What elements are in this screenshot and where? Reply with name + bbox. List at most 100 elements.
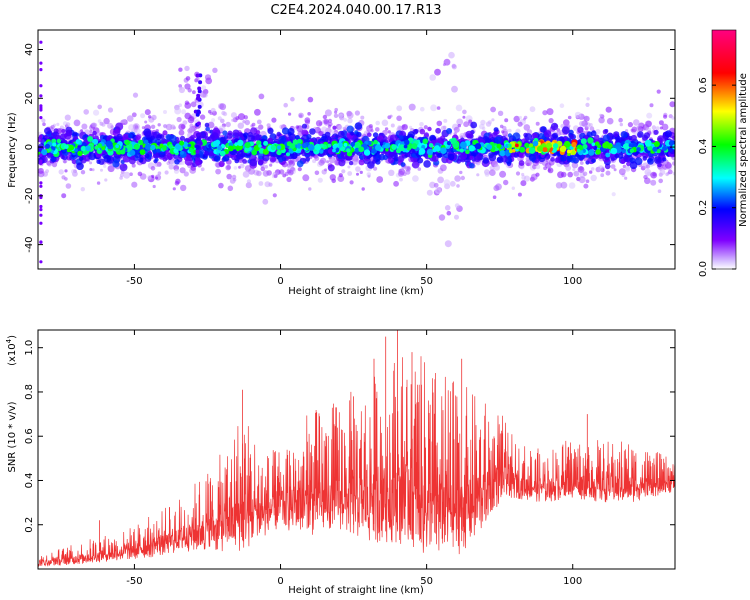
spectral-point xyxy=(457,124,461,128)
spectral-point xyxy=(204,74,212,81)
spectral-point xyxy=(279,124,284,129)
snr-ylabel: SNR (10 * v/v) xyxy=(7,401,18,472)
spectral-point xyxy=(262,198,269,205)
spectral-point xyxy=(178,67,183,72)
spectral-point xyxy=(65,129,73,137)
spectral-point xyxy=(628,143,633,148)
spectral-point xyxy=(131,112,137,118)
spectral-point xyxy=(164,149,170,155)
spectral-point xyxy=(165,123,173,131)
spectral-point xyxy=(218,125,226,133)
spectral-point xyxy=(216,145,222,151)
spectral-point xyxy=(572,168,576,172)
spectral-point xyxy=(456,118,464,126)
spectral-point xyxy=(326,160,330,164)
spectral-point xyxy=(47,147,52,152)
spectral-point xyxy=(614,153,619,159)
spectral-point xyxy=(63,159,67,164)
spectral-point xyxy=(77,150,83,157)
spectral-point xyxy=(518,160,525,167)
spectral-point xyxy=(489,169,496,176)
spectral-point xyxy=(359,170,363,174)
spectral-point xyxy=(496,156,504,164)
spectral-point xyxy=(123,171,131,179)
spectral-point xyxy=(363,149,371,156)
spectral-point xyxy=(263,140,269,146)
spectral-point xyxy=(507,128,512,133)
spectral-point xyxy=(412,175,419,182)
spectral-point xyxy=(324,168,328,172)
spectral-point xyxy=(606,143,613,150)
spectral-point xyxy=(667,169,673,175)
spectral-point xyxy=(403,144,408,149)
spectral-point xyxy=(144,153,150,159)
spectral-point xyxy=(476,173,480,177)
spectral-point xyxy=(242,120,246,124)
spectral-point xyxy=(327,124,332,128)
spectral-point xyxy=(372,132,379,138)
spectral-point xyxy=(432,148,437,153)
spectral-point xyxy=(226,132,233,139)
colorbar: 0.0 0.2 0.4 0.6 Normalized spectral amplitu… xyxy=(698,29,749,277)
spectral-point xyxy=(288,112,292,116)
spectral-point xyxy=(301,123,308,129)
spectral-point xyxy=(384,127,389,131)
colorbar-gradient xyxy=(712,30,736,269)
spectral-point xyxy=(39,84,43,88)
spectral-point xyxy=(582,144,588,149)
spectral-point xyxy=(56,138,62,144)
spectral-point xyxy=(343,142,348,147)
spectral-point xyxy=(176,116,182,123)
spectral-point xyxy=(322,114,328,120)
spectral-point xyxy=(659,169,666,176)
spectral-point xyxy=(222,130,228,136)
spectral-point xyxy=(658,120,664,126)
spectral-point xyxy=(547,168,552,172)
spectral-point xyxy=(618,117,623,123)
spectral-point xyxy=(444,240,452,248)
spectral-point xyxy=(443,179,451,186)
spectral-point xyxy=(420,106,425,112)
spectral-point xyxy=(422,138,429,145)
spectral-point xyxy=(493,164,501,171)
spectral-point xyxy=(39,208,43,212)
spectral-point xyxy=(552,143,559,149)
spectral-point xyxy=(329,174,336,181)
spectral-point xyxy=(38,167,44,174)
spectral-point xyxy=(112,160,120,168)
spectral-point xyxy=(590,130,597,137)
spectral-point xyxy=(585,102,590,107)
spectral-point xyxy=(97,119,102,123)
spectral-point xyxy=(290,166,295,172)
spectral-point xyxy=(327,143,332,148)
spectral-point xyxy=(229,178,236,184)
spectral-point xyxy=(401,124,408,131)
spectral-point xyxy=(613,168,617,172)
spectral-point xyxy=(196,132,200,137)
spectral-point xyxy=(602,134,611,142)
spectral-point xyxy=(249,158,258,167)
spectral-point xyxy=(529,143,534,148)
spectral-point xyxy=(64,144,69,149)
spectral-point xyxy=(174,181,180,186)
spectral-point xyxy=(437,152,443,159)
spectral-point xyxy=(423,160,431,168)
spectral-point xyxy=(196,140,201,145)
spectral-point xyxy=(567,137,572,142)
spectral-point xyxy=(571,141,577,148)
spectral-point xyxy=(327,164,335,172)
spectral-point xyxy=(509,149,513,154)
spectral-point xyxy=(605,152,611,158)
spectral-point xyxy=(151,114,157,121)
spectral-point xyxy=(80,187,86,192)
spectral-point xyxy=(429,134,436,142)
spectral-point xyxy=(39,221,43,225)
spectral-point xyxy=(492,195,497,199)
spectral-point xyxy=(440,125,446,131)
spectral-point xyxy=(327,136,332,141)
spectral-point xyxy=(144,120,148,124)
spectral-point xyxy=(623,157,628,162)
spectral-point xyxy=(285,152,291,157)
y-tick-label: -20 xyxy=(24,188,35,204)
